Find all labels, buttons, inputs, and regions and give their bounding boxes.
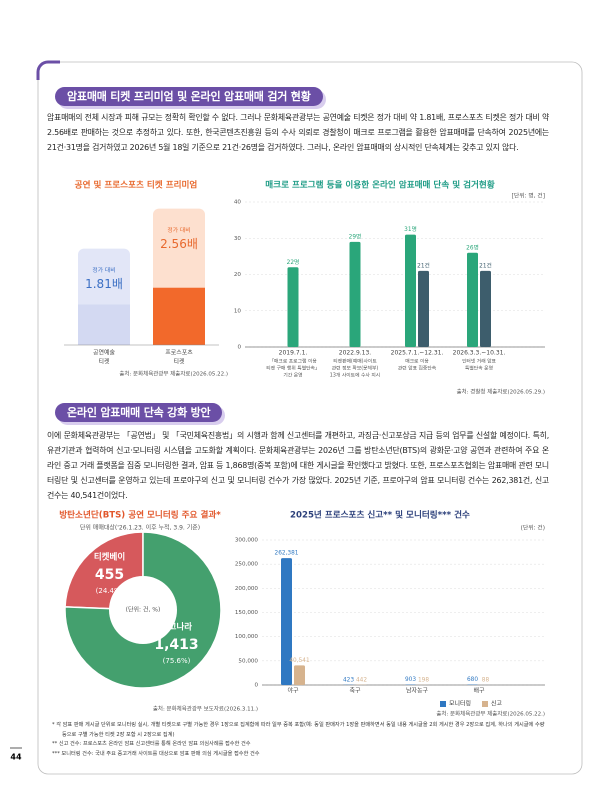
page-number: 44: [10, 753, 22, 762]
category-note: 관련 정보 확보(문체부): [332, 365, 379, 372]
source-note: 출처: 경찰청 제출자료(2026.05.29.): [457, 388, 545, 396]
category-note: 관련 암표 집중단속: [398, 365, 437, 372]
y-tick-label: 200,000: [235, 586, 259, 592]
value-label: 29명: [349, 232, 362, 240]
x-tick-label: 2026.3.3.~10.31.: [453, 350, 506, 357]
value-caption: 정가 대비: [92, 266, 115, 274]
y-tick-label: 50,000: [238, 658, 258, 664]
value-label: 262,381: [275, 551, 299, 557]
bar: [281, 558, 292, 685]
chart-subtitle: 단위 매매대상('26.1.23. 이후 누적, 3.9. 기준): [80, 524, 200, 532]
value-label: 31명: [404, 225, 417, 233]
slice-name: 중고나라: [161, 621, 192, 632]
bar: [349, 241, 361, 347]
x-tick-label: 남자농구: [406, 687, 429, 695]
slice-percent: (24.4%): [96, 587, 124, 595]
value-label: 442: [356, 677, 367, 683]
value-label: 40,541: [289, 658, 310, 664]
legend-swatch: [482, 701, 488, 707]
x-tick-label: 배구: [473, 687, 485, 695]
category-note: 인터넷 거래 암표: [462, 358, 497, 365]
bar: [405, 234, 416, 347]
frame: [37, 61, 583, 775]
bar: [480, 270, 491, 347]
legend-swatch: [440, 701, 446, 707]
corner-accent: [36, 60, 60, 80]
value-label: 21건: [417, 261, 430, 269]
value-label: 198: [418, 677, 429, 683]
value-label: 1.81배: [85, 277, 123, 291]
section-body: 이에 문화체육관광부는 「공연법」 및 「국민체육진흥법」의 시행과 함께 신고…: [47, 431, 549, 500]
y-tick-label: 40: [234, 200, 242, 206]
value-label: 21건: [479, 261, 492, 269]
y-tick-label: 10: [234, 308, 242, 314]
chart-title: 방탄소년단(BTS) 공연 모니터링 주요 결과*: [59, 509, 221, 521]
bar: [294, 665, 305, 685]
category-note: 「매크로 프로그램 이용: [269, 358, 317, 365]
value-label: 423: [343, 677, 354, 683]
category-label: 티켓: [173, 358, 185, 366]
legend-label: 신고: [491, 700, 503, 708]
y-tick-label: 20: [234, 272, 242, 278]
footnote: ** 신고 건수: 프로스포츠 온라인 암표 신고센터를 통해 온라인 암표 의…: [52, 741, 251, 747]
value-label: 22명: [287, 258, 300, 266]
y-tick-label: 100,000: [235, 634, 259, 640]
unit-label: (단위: 건): [521, 524, 545, 532]
x-tick-label: 축구: [349, 687, 361, 695]
bar-base: [78, 304, 130, 345]
value-label: 88: [482, 677, 490, 683]
category-note: 티켓판매(예매)사이트: [333, 358, 377, 365]
slice-value: 1,413: [154, 637, 198, 653]
y-tick-label: 250,000: [235, 562, 259, 568]
legend-label: 모니터링: [449, 700, 471, 708]
bar: [418, 270, 429, 347]
section-title: 온라인 암표매매 단속 강화 방안: [55, 403, 223, 422]
chart-title: 매크로 프로그램 등을 이용한 온라인 암표매매 단속 및 검거현황: [265, 179, 495, 191]
category-label: 공연예술: [93, 349, 116, 357]
center-label: (단위: 건, %): [126, 606, 161, 614]
source-note: 출처: 문화체육관광부 보도자료(2026.3.11.): [153, 705, 258, 713]
value-label: 903: [405, 677, 416, 683]
slice-name: 티켓베이: [94, 552, 125, 563]
y-tick-label: 300,000: [235, 538, 259, 544]
bar-base: [153, 287, 205, 345]
x-tick-label: 야구: [287, 687, 299, 695]
x-tick-label: 2025.7.1.~12.31.: [391, 350, 444, 357]
y-tick-label: 30: [234, 236, 242, 242]
category-note: 매크로 이용: [405, 358, 429, 365]
value-label: 26명: [466, 243, 479, 251]
y-tick-label: 0: [237, 345, 241, 351]
source-note: 출처: 문화체육관광부 제출자료(2026.05.22.): [436, 710, 545, 718]
bar: [467, 252, 478, 347]
unit-label: [단위: 명, 건]: [512, 192, 545, 200]
footnote: *** 모니터링 건수: 국내 주요 중고거래 사이트를 대상으로 암표 판매 …: [52, 750, 260, 757]
footnotes: * 각 암표 판매 게시글 단위로 모니터링 실시, 개별 티켓으로 구별 가능…: [50, 721, 550, 759]
y-tick-label: 150,000: [235, 610, 259, 616]
chart-title: 2025년 프로스포츠 신고** 및 모니터링*** 건수: [290, 509, 470, 521]
x-tick-label: 2022.9.13.: [339, 350, 372, 357]
donut-hole: [109, 576, 177, 644]
slice-value: 455: [95, 567, 124, 583]
section-title: 암표매매 티켓 프리미엄 및 온라인 암표매매 검거 현황: [55, 87, 323, 106]
slice-percent: (75.6%): [163, 657, 191, 665]
category-note: 13개 사이트에 수사 지시: [330, 372, 380, 379]
bar: [287, 267, 299, 347]
chart-title: 공연 및 프로스포츠 티켓 프리미엄: [75, 179, 198, 191]
value-caption: 정가 대비: [167, 226, 190, 234]
x-tick-label: 2019.7.1.: [279, 350, 308, 357]
source-note: 출처: 문화체육관광부 제출자료(2026.05.22.): [119, 370, 228, 378]
section-body: 암표매매의 전체 시장과 피해 규모는 정확히 확인할 수 없다. 그러나 문화…: [47, 113, 549, 152]
category-note: 기간 운영: [283, 372, 302, 379]
category-note: 특별단속 운영: [465, 365, 493, 372]
y-tick-label: 0: [254, 683, 258, 689]
category-label: 티켓: [98, 358, 110, 366]
footnote: * 각 암표 판매 게시글 단위로 모니터링 실시, 개별 티켓으로 구별 가능…: [52, 722, 545, 738]
value-label: 680: [467, 677, 478, 683]
value-label: 2.56배: [160, 237, 198, 251]
category-label: 프로스포츠: [165, 350, 193, 357]
category-note: 티켓 구매 행위 특별단속」: [266, 365, 320, 372]
